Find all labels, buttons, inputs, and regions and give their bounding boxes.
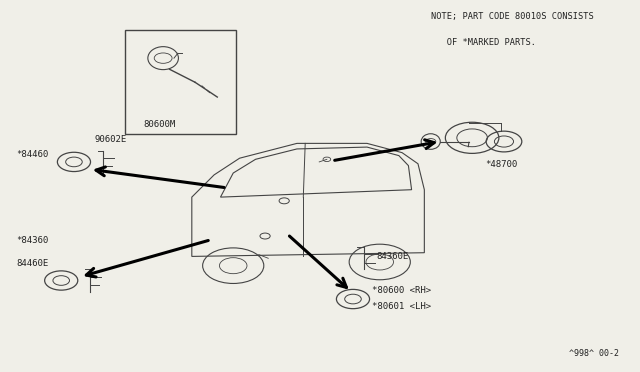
- Text: 90602E: 90602E: [95, 135, 127, 144]
- Text: *80600 <RH>: *80600 <RH>: [372, 286, 431, 295]
- Text: 84460E: 84460E: [17, 259, 49, 268]
- Text: *80601 <LH>: *80601 <LH>: [372, 302, 431, 311]
- Text: ^998^ 00-2: ^998^ 00-2: [569, 349, 619, 359]
- Text: 80600M: 80600M: [144, 119, 176, 129]
- Bar: [125, 31, 236, 134]
- Text: NOTE; PART CODE 80010S CONSISTS: NOTE; PART CODE 80010S CONSISTS: [431, 12, 593, 21]
- Text: *84460: *84460: [17, 150, 49, 160]
- Text: OF *MARKED PARTS.: OF *MARKED PARTS.: [431, 38, 536, 47]
- Text: *84360: *84360: [17, 237, 49, 246]
- Text: *48700: *48700: [485, 160, 517, 170]
- Text: 84360E: 84360E: [376, 252, 409, 261]
